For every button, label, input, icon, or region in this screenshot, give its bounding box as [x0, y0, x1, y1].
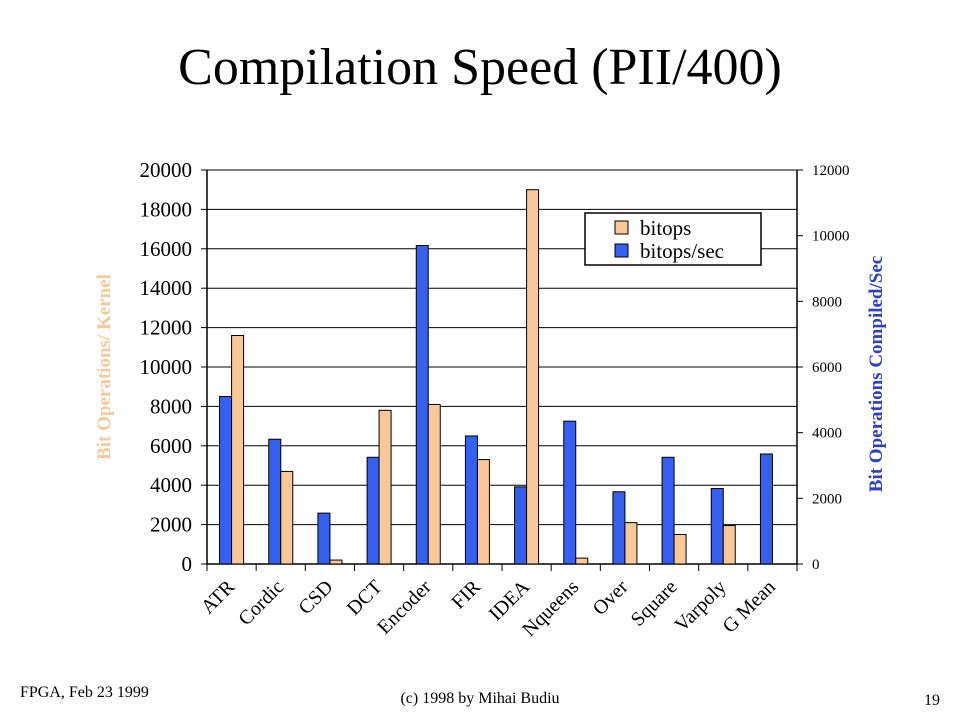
y-tick-label: 6000 [150, 434, 192, 458]
x-tick-label: CSD [294, 576, 337, 619]
y2-axis-title: Bit Operations Compiled/Sec [866, 256, 887, 492]
legend-label-bitops: bitops [640, 216, 691, 240]
y-tick-label: 10000 [140, 355, 193, 379]
y-tick-label: 14000 [140, 276, 193, 300]
bar-bitops [329, 559, 343, 565]
bar-bitops-sec [366, 456, 380, 565]
page-number: 19 [924, 692, 940, 709]
y-tick-label: 20000 [140, 158, 193, 182]
x-tick-label: DCT [343, 576, 387, 620]
x-tick-label: Cordic [234, 576, 288, 630]
bar-bitops [280, 470, 294, 565]
x-tick-label: Over [589, 576, 633, 620]
bar-bitops-sec [759, 453, 773, 565]
y-tick-label: 8000 [150, 394, 192, 418]
footer-center: (c) 1998 by Mihai Budiu [400, 690, 560, 707]
bar-bitops-sec [612, 491, 626, 565]
y-tick-label: 4000 [150, 473, 192, 497]
y2-tick-label: 10000 [812, 229, 850, 245]
y2-tick-label: 0 [812, 557, 820, 573]
y2-tick-label: 12000 [812, 163, 850, 179]
bar-bitops-sec [317, 512, 331, 565]
bar-bitops [575, 557, 589, 565]
bar-bitops-sec [563, 420, 577, 565]
y-axis-title: Bit Operations/ Kernel [94, 274, 115, 460]
bar-bitops-sec [514, 486, 528, 565]
bar-bitops-sec [415, 245, 429, 565]
slide-title: Compilation Speed (PII/400) [178, 39, 782, 96]
bar-bitops [526, 189, 540, 565]
bar-bitops [427, 403, 441, 565]
y-tick-label: 18000 [140, 197, 193, 221]
bar-bitops-sec [710, 487, 724, 565]
x-tick-label: G Mean [718, 576, 780, 638]
y-tick-label: 16000 [140, 237, 193, 261]
bar-bitops-sec [464, 435, 478, 565]
y2-tick-label: 2000 [812, 491, 842, 507]
x-tick-label: FIR [447, 576, 485, 614]
x-tick-label: Varpoly [670, 576, 730, 636]
bar-bitops [231, 334, 245, 565]
bar-bitops [673, 533, 687, 565]
y-tick-label: 12000 [140, 316, 193, 340]
y2-tick-label: 6000 [812, 360, 842, 376]
bar-bitops-sec [268, 438, 282, 565]
x-tick-label: ATR [197, 576, 240, 619]
legend-swatch-bitops-sec [614, 243, 629, 258]
bar-bitops [476, 459, 490, 565]
y-tick-label: 2000 [150, 513, 192, 537]
legend-label-bitops-sec: bitops/sec [640, 239, 724, 263]
footer-left: FPGA, Feb 23 1999 [20, 684, 149, 701]
y-tick-label: 0 [182, 552, 193, 576]
bar-bitops [378, 409, 392, 565]
bar-bitops-sec [219, 396, 233, 565]
legend-box [584, 212, 762, 266]
x-tick-label: Encoder [373, 576, 436, 639]
bar-bitops [624, 522, 638, 565]
bar-bitops [722, 525, 736, 565]
legend-swatch-bitops [614, 220, 629, 235]
bar-bitops-sec [661, 456, 675, 565]
y2-tick-label: 4000 [812, 426, 842, 442]
chart: 0 2000 4000 6000 8000 10000 12000 14000 16000 180… [94, 158, 887, 641]
y2-tick-label: 8000 [812, 294, 842, 310]
